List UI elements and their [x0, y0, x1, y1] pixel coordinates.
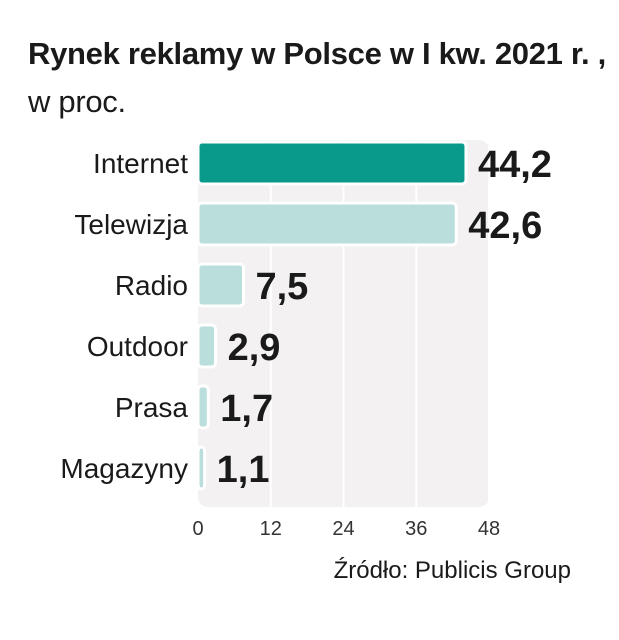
chart-title-main: Rynek reklamy w Polsce w I kw. 2021 r. , [28, 36, 606, 71]
x-tick-label: 36 [405, 518, 427, 540]
value-label: 7,5 [255, 266, 308, 308]
x-tick-label: 0 [192, 518, 203, 540]
category-label: Outdoor [87, 331, 188, 362]
value-label: 1,7 [220, 388, 273, 430]
chart-title: Rynek reklamy w Polsce w I kw. 2021 r. ,… [28, 30, 608, 126]
x-tick-label: 48 [478, 518, 500, 540]
value-label: 1,1 [217, 449, 270, 491]
bar [196, 201, 458, 247]
category-label: Radio [115, 270, 188, 301]
category-label: Magazyny [60, 453, 188, 484]
bar [196, 445, 207, 491]
value-label: 44,2 [478, 144, 552, 186]
bar [196, 262, 245, 308]
bar [196, 384, 210, 430]
value-label: 42,6 [468, 205, 542, 247]
source-note: Źródło: Publicis Group [333, 557, 571, 584]
bar [196, 323, 218, 369]
category-label: Prasa [115, 392, 189, 423]
chart-title-unit: w proc. [28, 84, 126, 119]
value-label: 2,9 [228, 327, 281, 369]
x-tick-label: 12 [260, 518, 282, 540]
category-label: Telewizja [74, 209, 188, 240]
category-label: Internet [93, 148, 188, 179]
bar [196, 140, 468, 186]
x-tick-label: 24 [332, 518, 354, 540]
